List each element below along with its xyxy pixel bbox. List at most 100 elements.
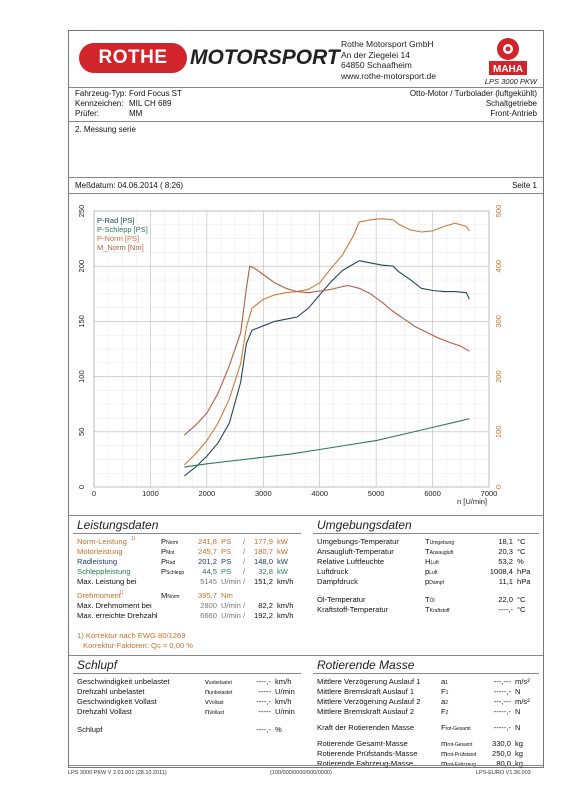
divider: [69, 765, 543, 766]
schlupf-unit: U/min: [275, 687, 295, 696]
leistung-unit1: U/min: [221, 601, 241, 610]
masse-value: -----,-: [493, 707, 511, 716]
vehicle-key: Kennzeichen:: [75, 99, 124, 108]
dyno-report-page: ROTHE MOTORSPORT Rothe Motorsport GmbH A…: [68, 30, 544, 768]
engine-line: Schaltgetriebe: [485, 99, 537, 108]
masse-label: Rotierende Gesamt-Masse: [317, 739, 408, 748]
x-tick-label: 2000: [199, 489, 216, 498]
measurement-date: Meßdatum: 04.06.2014 ( 8:26): [75, 181, 184, 190]
x-tick-label: 7000: [481, 489, 498, 498]
slash: /: [243, 567, 246, 576]
rothe-logo: ROTHE: [79, 43, 187, 73]
y-left-tick-label: 250: [77, 205, 86, 218]
umgebung-symbol-letter: T: [425, 547, 430, 556]
leistung-unit2: kW: [277, 547, 288, 556]
schlupf-symbol-letter: v: [205, 677, 209, 686]
masse-symbol-letter: m: [441, 749, 448, 758]
masse-symbol-subscript: rot-Gesamt: [447, 742, 473, 748]
schlupf-unit: km/h: [275, 697, 292, 706]
footnote-korrektur: Korrektur-Faktoren: QG = 0,00 %: [83, 641, 193, 652]
leistung-value2: 151,2: [253, 577, 273, 586]
umgebung-symbol: pLuft: [425, 567, 438, 576]
umgebung-symbol-subscript: Kraftstoff: [429, 608, 450, 614]
leistung-value2: 177,9: [253, 537, 273, 546]
masse-value: ---,---: [493, 697, 511, 706]
leistung-unit1: U/min: [221, 611, 241, 620]
masse-symbol-letter: F: [441, 723, 446, 732]
vehicle-key: Prüfer:: [75, 109, 100, 118]
y-left-tick-label: 150: [77, 315, 86, 328]
x-tick-label: 6000: [424, 489, 441, 498]
vehicle-value: Ford Focus ST: [129, 89, 182, 98]
schlupf-symbol-subscript: Vollast: [208, 700, 224, 706]
schlupf-label: Drehzahl Vollast: [77, 707, 132, 716]
series-line-0: [183, 260, 470, 477]
masse-unit: N: [515, 687, 521, 696]
schlupf-title: Schlupf: [77, 658, 118, 672]
divider: [69, 177, 543, 178]
schlupf-value: ----,-: [256, 677, 271, 686]
schlupf-value: ----,-: [256, 697, 271, 706]
masse-label: Kraft der Rotierenden Masse: [317, 723, 415, 732]
divider: [69, 515, 543, 516]
masse-symbol-subscript: 2: [445, 710, 449, 716]
chart-legend: P-Rad [PS]P-Schlepp [PS]P-Norm [PS]M_Nor…: [97, 216, 148, 252]
masse-value: -----,-: [493, 687, 511, 696]
leistung-unit1: PS: [221, 567, 232, 576]
vehicle-info: Fahrzeug-Typ: Ford Focus ST Kennzeichen: M…: [75, 89, 182, 119]
masse-symbol: a1: [441, 677, 448, 686]
footnote-ewg: 1) Korrektur nach EWG 80/1269: [77, 631, 186, 640]
umgebung-value: 53,2: [498, 557, 513, 566]
x-tick-label: 1000: [142, 489, 159, 498]
leistung-unit1: PS: [221, 547, 232, 556]
legend-entry: P-Rad [PS]: [97, 216, 135, 225]
leistung-symbol-subscript: Schlepp: [166, 570, 185, 576]
umgebung-label: Luftdruck: [317, 567, 349, 576]
schlupf-symbol: nVollast: [205, 707, 224, 716]
masse-label: Rotierende Prüfstands-Masse: [317, 749, 418, 758]
masse-symbol-letter: m: [441, 759, 448, 768]
y-left-tick-label: 0: [77, 485, 86, 489]
schlupf-symbol-subscript: Vollast: [209, 710, 224, 716]
y-right-tick-label: 200: [494, 370, 503, 383]
masse-unit: kg: [515, 759, 524, 768]
maha-logo-icon: MAHA: [489, 38, 527, 75]
maha-logo-text: MAHA: [493, 64, 523, 75]
leistung-label: Norm-Leistung: [77, 537, 127, 546]
masse-symbol: Frot-Gesamt: [441, 723, 471, 732]
leistung-label: Schleppleistung: [77, 567, 131, 576]
umgebung-symbol-subscript: Luft: [430, 560, 439, 566]
umgebung-symbol-subscript: Öl: [429, 598, 435, 604]
leistung-symbol: PRad: [161, 557, 175, 566]
series-line-3: [183, 265, 470, 436]
leistung-symbol: PNorm: [161, 537, 178, 546]
leistung-unit1: Nm: [221, 591, 233, 600]
umgebung-unit: °C: [517, 547, 526, 556]
x-axis-label: n [U/min]: [457, 497, 487, 506]
leistung-value2: 32,8: [258, 567, 273, 576]
schlupf-value: -----: [258, 687, 271, 696]
x-tick-label: 0: [92, 489, 96, 498]
masse-symbol-subscript: 2: [445, 700, 449, 706]
masse-symbol: a2: [441, 697, 448, 706]
umgebung-unit: °C: [517, 595, 526, 604]
leistung-symbol-subscript: Mot: [166, 550, 175, 556]
divider: [69, 121, 543, 122]
masse-symbol-letter: a: [441, 677, 446, 686]
y-right-tick-label: 100: [494, 426, 503, 439]
masse-symbol-subscript: rot-Gesamt: [445, 726, 471, 732]
leistung-symbol: PMot: [161, 547, 174, 556]
leistung-unit1: PS: [221, 557, 232, 566]
lps-model-label: LPS 3000 PKW: [484, 77, 537, 86]
umgebung-unit: °C: [517, 537, 526, 546]
umgebung-symbol-subscript: Luft: [429, 570, 438, 576]
umgebung-value: 22,0: [498, 595, 513, 604]
motorsport-logo-text: MOTORSPORT: [190, 46, 340, 69]
leistung-value1: 6660: [200, 611, 217, 620]
leistung-value1: 395,7: [197, 591, 217, 600]
leistung-unit1: U/min: [221, 577, 241, 586]
footnote-mark: 1): [119, 590, 124, 596]
footer-version: LPS 3000 PKW V 2.01.001 (28.10.2011): [68, 770, 167, 776]
leistung-value1: 241,8: [197, 537, 217, 546]
masse-symbol-letter: a: [441, 697, 446, 706]
